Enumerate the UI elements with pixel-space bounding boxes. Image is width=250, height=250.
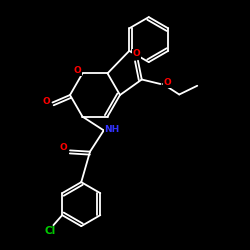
Text: O: O — [133, 49, 140, 58]
Text: Cl: Cl — [44, 226, 55, 236]
Text: O: O — [42, 97, 50, 106]
Text: O: O — [164, 78, 172, 87]
Text: O: O — [59, 144, 67, 152]
Text: NH: NH — [104, 125, 120, 134]
Text: O: O — [74, 66, 81, 75]
